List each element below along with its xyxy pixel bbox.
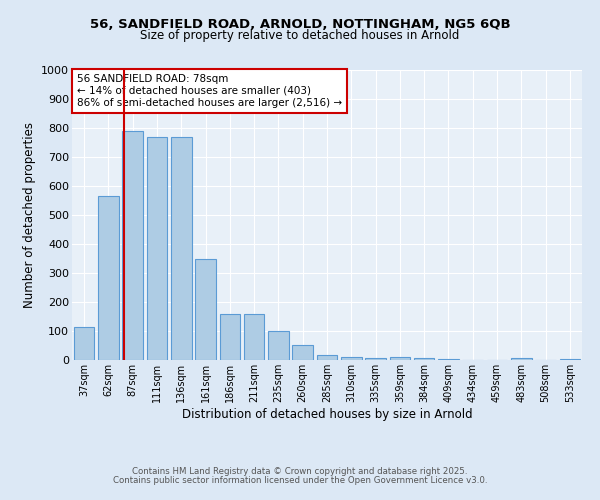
Text: Contains HM Land Registry data © Crown copyright and database right 2025.: Contains HM Land Registry data © Crown c… (132, 467, 468, 476)
Bar (74, 326, 94, 360)
X-axis label: Distribution of detached houses by size in Arnold: Distribution of detached houses by size … (182, 408, 472, 420)
Text: 56, SANDFIELD ROAD, ARNOLD, NOTTINGHAM, NG5 6QB: 56, SANDFIELD ROAD, ARNOLD, NOTTINGHAM, … (89, 18, 511, 30)
Text: Size of property relative to detached houses in Arnold: Size of property relative to detached ho… (140, 29, 460, 42)
Bar (341, 356, 362, 360)
Bar (122, 131, 143, 360)
Bar (171, 136, 191, 360)
Text: Contains public sector information licensed under the Open Government Licence v3: Contains public sector information licen… (113, 476, 487, 485)
Bar (220, 314, 240, 360)
Y-axis label: Number of detached properties: Number of detached properties (23, 122, 35, 308)
Bar (389, 356, 410, 360)
Bar (414, 358, 434, 360)
Bar (268, 331, 289, 360)
Bar (317, 355, 337, 360)
Bar (244, 314, 265, 360)
Bar (98, 196, 119, 360)
Bar (292, 345, 313, 360)
Bar (146, 136, 167, 360)
Bar (438, 359, 459, 360)
Bar (560, 359, 580, 360)
Text: 56 SANDFIELD ROAD: 78sqm
← 14% of detached houses are smaller (403)
86% of semi-: 56 SANDFIELD ROAD: 78sqm ← 14% of detach… (77, 74, 342, 108)
Bar (195, 258, 216, 360)
Bar (511, 358, 532, 360)
Bar (365, 358, 386, 360)
